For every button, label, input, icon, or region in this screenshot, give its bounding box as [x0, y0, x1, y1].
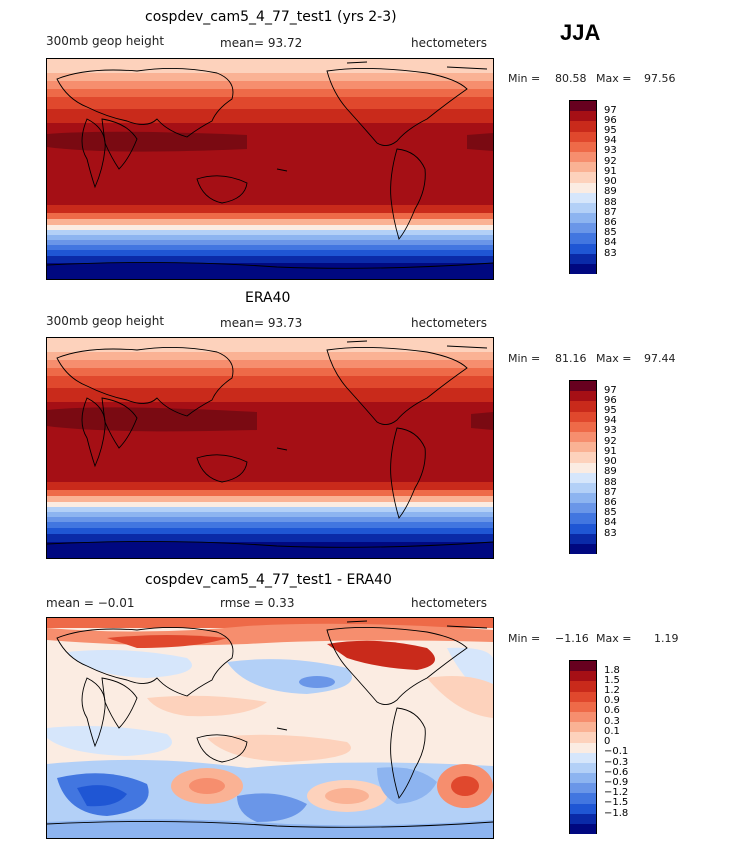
- panel-model-colorbar: [569, 100, 597, 275]
- panel-model-cbar-tick: 93: [604, 145, 617, 156]
- panel-diff-min-value: −1.16: [555, 632, 589, 645]
- panel-model-title: cospdev_cam5_4_77_test1 (yrs 2-3): [145, 9, 397, 25]
- panel-diff-min-label: Min =: [508, 632, 541, 645]
- panel-model-cbar-tick: 85: [604, 227, 617, 238]
- panel-obs-cbar-tick: 85: [604, 507, 617, 518]
- panel-model-units: hectometers: [411, 36, 487, 50]
- panel-model-min-label: Min =: [508, 72, 541, 85]
- panel-obs-min-value: 81.16: [555, 352, 587, 365]
- panel-diff-max-value: 1.19: [654, 632, 679, 645]
- panel-diff-rmse: rmse = 0.33: [220, 596, 295, 610]
- panel-obs-cbar-tick: 95: [604, 405, 617, 416]
- panel-model-cbar-tick: 96: [604, 115, 617, 126]
- panel-diff-cbar-tick: 1.2: [604, 685, 620, 696]
- panel-diff-cbar-tick: 1.5: [604, 675, 620, 686]
- panel-model-cbar-tick: 84: [604, 237, 617, 248]
- panel-obs-cbar-tick: 88: [604, 477, 617, 488]
- panel-obs-cbar-tick: 92: [604, 436, 617, 447]
- panel-diff-cbar-tick: 0: [604, 736, 611, 747]
- panel-obs-cbar-tick: 83: [604, 528, 617, 539]
- panel-model-cbar-tick: 88: [604, 197, 617, 208]
- panel-obs-cbar-tick: 94: [604, 415, 617, 426]
- panel-obs-max-value: 97.44: [644, 352, 676, 365]
- panel-model-variable: 300mb geop height: [46, 34, 165, 48]
- panel-obs-cbar-tick: 89: [604, 466, 617, 477]
- panel-model-cbar-tick: 87: [604, 207, 617, 218]
- panel-diff-mean: mean = −0.01: [46, 596, 135, 610]
- panel-obs-min-label: Min =: [508, 352, 541, 365]
- panel-obs-cbar-tick: 91: [604, 446, 617, 457]
- panel-diff-cbar-tick: 0.3: [604, 716, 620, 727]
- panel-obs-cbar-tick: 97: [604, 385, 617, 396]
- panel-diff-cbar-tick: −0.3: [604, 757, 629, 768]
- panel-diff-map: [46, 617, 494, 839]
- panel-obs-units: hectometers: [411, 316, 487, 330]
- panel-obs-colorbar: [569, 380, 597, 555]
- panel-model-cbar-tick: 86: [604, 217, 617, 228]
- panel-obs-max-label: Max =: [596, 352, 632, 365]
- panel-model-cbar-tick: 91: [604, 166, 617, 177]
- panel-diff-units: hectometers: [411, 596, 487, 610]
- panel-model-min-value: 80.58: [555, 72, 587, 85]
- panel-model-cbar-tick: 89: [604, 186, 617, 197]
- panel-model-cbar-tick: 94: [604, 135, 617, 146]
- panel-model-cbar-tick: 92: [604, 156, 617, 167]
- panel-model-cbar-tick: 97: [604, 105, 617, 116]
- panel-diff-cbar-tick: 1.8: [604, 665, 620, 676]
- panel-diff-cbar-tick: 0.1: [604, 726, 620, 737]
- panel-diff-cbar-tick: −1.8: [604, 808, 629, 819]
- panel-obs-cbar-tick: 93: [604, 425, 617, 436]
- panel-obs-cbar-tick: 84: [604, 517, 617, 528]
- panel-obs-map: [46, 337, 494, 559]
- panel-obs-cbar-tick: 90: [604, 456, 617, 467]
- panel-model-cbar-tick: 95: [604, 125, 617, 136]
- panel-diff-cbar-tick: 0.6: [604, 705, 620, 716]
- panel-obs-cbar-tick: 87: [604, 487, 617, 498]
- panel-obs-title: ERA40: [245, 290, 291, 306]
- panel-diff-cbar-tick: −1.5: [604, 797, 629, 808]
- panel-obs-cbar-tick: 86: [604, 497, 617, 508]
- panel-obs-variable: 300mb geop height: [46, 314, 165, 328]
- panel-model-max-value: 97.56: [644, 72, 676, 85]
- panel-obs-mean: mean= 93.73: [220, 316, 303, 330]
- panel-model-mean: mean= 93.72: [220, 36, 303, 50]
- panel-diff-cbar-tick: −1.2: [604, 787, 629, 798]
- panel-diff-cbar-tick: −0.1: [604, 746, 629, 757]
- panel-diff-colorbar: [569, 660, 597, 835]
- panel-model-max-label: Max =: [596, 72, 632, 85]
- panel-model-cbar-tick: 90: [604, 176, 617, 187]
- panel-model-cbar-tick: 83: [604, 248, 617, 259]
- season-label: JJA: [560, 20, 601, 45]
- panel-diff-title: cospdev_cam5_4_77_test1 - ERA40: [145, 572, 392, 588]
- panel-obs-cbar-tick: 96: [604, 395, 617, 406]
- panel-diff-cbar-tick: −0.9: [604, 777, 629, 788]
- panel-model-map: [46, 58, 494, 280]
- panel-diff-cbar-tick: −0.6: [604, 767, 629, 778]
- panel-diff-cbar-tick: 0.9: [604, 695, 620, 706]
- panel-diff-max-label: Max =: [596, 632, 632, 645]
